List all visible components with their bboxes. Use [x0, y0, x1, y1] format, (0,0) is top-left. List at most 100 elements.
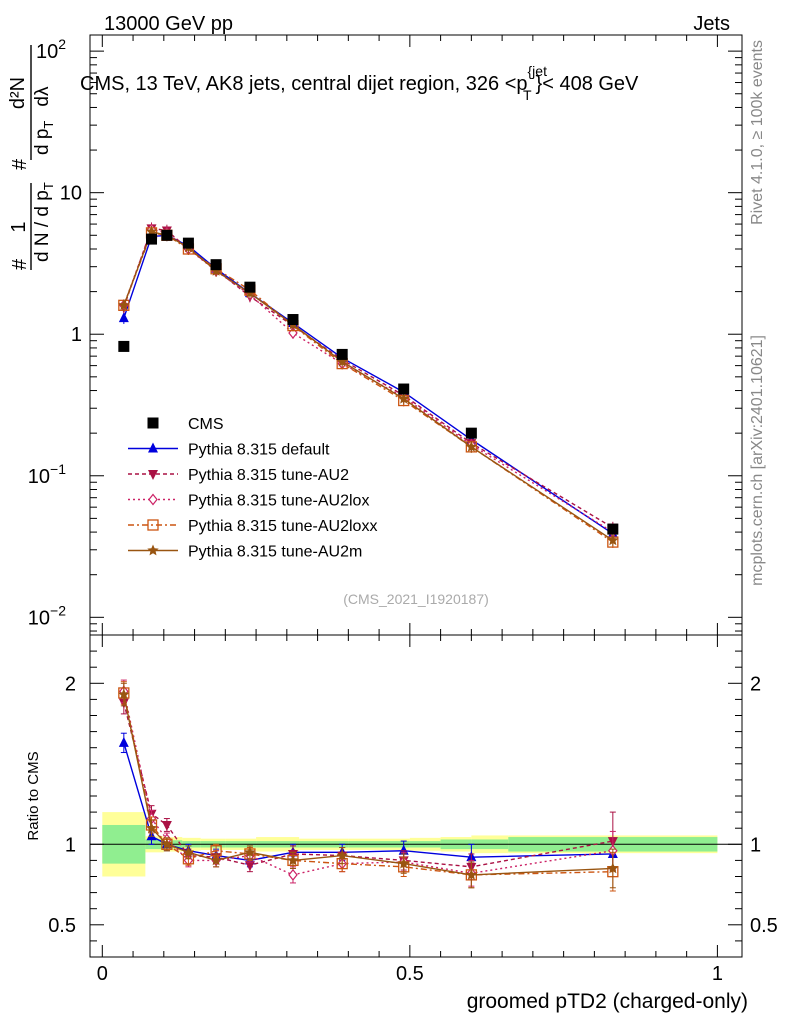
legend-marker-3 [147, 519, 159, 531]
analysis-group-label: Jets [693, 13, 730, 35]
y-label-den2-tail: dλ [32, 86, 53, 107]
ratio-point-4 [244, 846, 256, 858]
cms-data-point [336, 348, 348, 360]
y-tick-label-exp: −2 [50, 602, 66, 618]
y-label-frac-den: d N / d pT [32, 182, 56, 262]
cms-data-point [146, 233, 158, 245]
y-label-den2-main: d p [32, 129, 53, 155]
series-line-2 [123, 228, 614, 533]
ratio-point-4 [287, 854, 299, 866]
y-label-num2: d²N [7, 77, 29, 109]
y-tick-label-base: 10 [36, 41, 58, 63]
ratio-point-4 [607, 862, 619, 874]
y-tick-label-base: 10 [28, 466, 50, 488]
y-tick-label: 102 [36, 36, 66, 63]
legend-label-4: Pythia 8.315 tune-AU2m [188, 544, 362, 561]
ratio-y-label: Ratio to CMS [25, 751, 42, 840]
plot-title-sub: T [523, 87, 532, 103]
y-label-frac-den-sub: T [41, 182, 56, 190]
ratio-point-4 [210, 854, 222, 866]
legend-label-0: Pythia 8.315 default [188, 442, 330, 459]
x-tick-label: 0.5 [396, 963, 424, 985]
ratio-series-group [118, 679, 619, 892]
y-label-hash-1: # [9, 258, 31, 270]
ratio-y-tick-label-right: 0.5 [750, 915, 778, 937]
plot-title-sup: {jet [528, 63, 548, 79]
legend: CMS Pythia 8.315 default Pythia 8.315 tune… [128, 416, 377, 561]
legend-marker-1 [148, 470, 158, 480]
legend-marker-cms [147, 417, 159, 429]
ratio-point-1 [161, 820, 172, 831]
cms-data-point [398, 383, 410, 395]
ratio-point-4 [118, 688, 130, 700]
y-label-den2-sub: T [41, 121, 56, 129]
rivet-version-label: Rivet 4.1.0, ≥ 100k events [749, 40, 766, 225]
y-label-den2: d pTdλ [32, 86, 56, 155]
ratio-panel-frame [89, 634, 743, 958]
ratio-point-2 [288, 868, 298, 881]
analysis-id-watermark: (CMS_2021_I1920187) [343, 591, 489, 607]
cms-data-point [161, 229, 173, 241]
series-point-4 [210, 264, 222, 276]
series-point-4 [465, 440, 478, 452]
cms-data-point [607, 523, 619, 535]
x-tick-label: 0 [97, 963, 108, 985]
cms-data-point [182, 237, 194, 249]
y-tick-label-base: 10 [60, 183, 82, 205]
y-label-frac-num: 1 [8, 221, 30, 232]
legend-label-2: Pythia 8.315 tune-AU2lox [188, 493, 369, 510]
y-tick-label-exp: −1 [50, 461, 66, 477]
plot-title-tail: }< 408 GeV [536, 73, 640, 95]
ratio-point-4 [336, 849, 348, 861]
y-axis-label: # 1 d N / d pT # d²N d pTdλ [7, 45, 56, 270]
plot-title-main: CMS, 13 TeV, AK8 jets, central dijet reg… [80, 73, 528, 95]
cms-data-point [118, 340, 130, 352]
series-point-4 [336, 355, 348, 367]
legend-marker-0 [148, 442, 158, 453]
y-tick-label: 10−2 [28, 602, 66, 629]
collision-energy-label: 13000 GeV pp [104, 13, 233, 35]
plot-title: CMS, 13 TeV, AK8 jets, central dijet reg… [80, 63, 639, 103]
ratio-point-4 [182, 846, 195, 858]
ratio-point-4 [398, 857, 410, 869]
ratio-point-4 [161, 838, 173, 850]
y-tick-label-exp: 2 [58, 36, 66, 52]
y-tick-label: 1 [71, 324, 82, 346]
y-label-frac-den-main: d N / d p [32, 190, 53, 262]
cms-data-point [244, 281, 256, 293]
ratio-point-1 [244, 861, 255, 872]
legend-label-1: Pythia 8.315 tune-AU2 [188, 467, 349, 484]
y-tick-label-base: 10 [28, 607, 50, 629]
ratio-y-tick-label-left: 1 [65, 834, 76, 856]
legend-label-3: Pythia 8.315 tune-AU2loxx [188, 518, 377, 535]
legend-marker-4 [147, 544, 159, 556]
ratio-y-tick-label-left: 0.5 [48, 915, 76, 937]
mcplots-source-label: mcplots.cern.ch [arXiv:2401.10621] [749, 335, 766, 586]
legend-label-cms: CMS [188, 416, 224, 433]
ratio-line-2 [123, 691, 613, 876]
x-tick-label: 1 [712, 963, 723, 985]
ratio-y-tick-label-right: 2 [750, 673, 761, 695]
ratio-y-tick-label-left: 2 [65, 673, 76, 695]
ratio-point-4 [465, 868, 478, 880]
x-axis-label: groomed pTD2 (charged-only) [467, 990, 748, 1013]
series-line-0 [123, 234, 614, 535]
cms-data-point [465, 427, 477, 439]
ratio-y-tick-label-right: 1 [750, 834, 761, 856]
ratio-point-0 [118, 736, 129, 747]
cms-data-point [210, 259, 222, 271]
series-point-4 [118, 299, 130, 311]
cms-data-point [287, 314, 299, 326]
ratio-point-4 [145, 822, 158, 834]
y-tick-label: 10 [60, 183, 82, 205]
legend-marker-2 [148, 493, 158, 506]
y-tick-label-base: 1 [71, 324, 82, 346]
cms-data-points [118, 229, 619, 535]
y-tick-label: 10−1 [28, 461, 66, 488]
series-point-4 [607, 534, 619, 546]
series-point-4 [398, 392, 410, 404]
series-point-0 [118, 312, 129, 323]
y-label-hash-2: # [9, 158, 31, 170]
